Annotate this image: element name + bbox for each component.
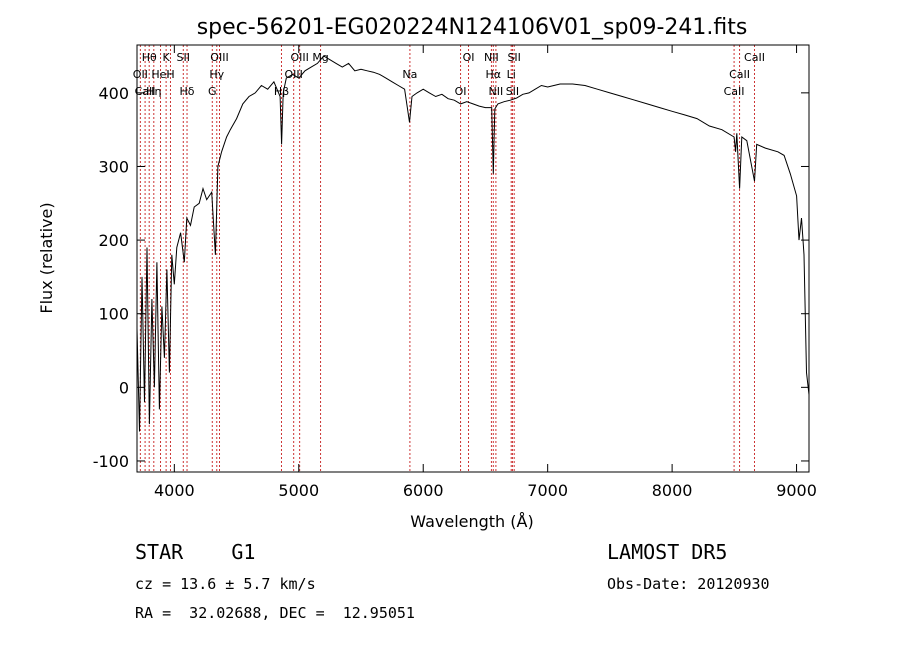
x-tick-label: 8000	[652, 481, 693, 500]
line-label: CaII	[744, 51, 765, 64]
x-tick-label: 4000	[154, 481, 195, 500]
line-label: NII	[489, 85, 504, 98]
line-label: OIII	[210, 51, 228, 64]
chart-title: spec-56201-EG020224N124106V01_sp09-241.f…	[197, 15, 748, 40]
line-label: Na	[402, 68, 417, 81]
line-label: SII	[177, 51, 190, 64]
line-label: SII	[507, 51, 520, 64]
y-tick-label: 100	[98, 305, 129, 324]
line-label: Li	[507, 68, 516, 81]
plot-frame	[136, 44, 810, 473]
line-label: OII	[133, 68, 148, 81]
line-label: G	[208, 85, 217, 98]
y-tick-label: 400	[98, 84, 129, 103]
line-label: K	[163, 51, 171, 64]
line-label: OI	[455, 85, 467, 98]
line-markers	[139, 45, 755, 472]
line-label: Mg	[312, 51, 328, 64]
line-label: Hη	[146, 85, 161, 98]
line-label: Hα	[486, 68, 502, 81]
line-label: HeI	[151, 68, 169, 81]
x-tick-label: 5000	[278, 481, 319, 500]
y-tick-label: 200	[98, 231, 129, 250]
line-label: OIII	[290, 51, 308, 64]
line-label: Hγ	[209, 68, 224, 81]
y-axis-label: Flux (relative)	[37, 202, 56, 313]
y-tick-label: 0	[119, 378, 129, 397]
line-label: SII	[506, 85, 519, 98]
y-tick-label: -100	[93, 452, 129, 471]
x-axis: 4000 5000 6000 7000 8000 9000	[154, 45, 817, 500]
y-tick-label: 300	[98, 157, 129, 176]
line-label: Hβ	[274, 85, 289, 98]
line-label: NII	[484, 51, 499, 64]
line-label: OI	[463, 51, 475, 64]
x-tick-label: 6000	[403, 481, 444, 500]
coordinates: RA = 32.02688, DEC = 12.95051	[135, 604, 415, 622]
x-axis-label: Wavelength (Å)	[410, 512, 533, 531]
line-label: CaII	[729, 68, 750, 81]
y-axis: -100 0 100 200 300 400	[93, 84, 809, 471]
survey-name: LAMOST DR5	[607, 540, 728, 564]
line-label: H	[166, 68, 174, 81]
line-label: CaII	[724, 85, 745, 98]
line-label: Hδ	[180, 85, 195, 98]
x-tick-label: 9000	[776, 481, 817, 500]
line-label: CaII	[135, 85, 156, 98]
object-class: STAR G1	[135, 540, 256, 564]
observation-date: Obs-Date: 20120930	[607, 575, 770, 593]
spectrum-line	[136, 55, 810, 432]
redshift-velocity: cz = 13.6 ± 5.7 km/s	[135, 575, 316, 593]
line-labels: HθOIICaIIKHeIHηSIIHHδOIIIHγGOIIIOIIIHβMg…	[133, 51, 765, 98]
x-tick-label: 7000	[527, 481, 568, 500]
line-label: Hθ	[142, 51, 157, 64]
